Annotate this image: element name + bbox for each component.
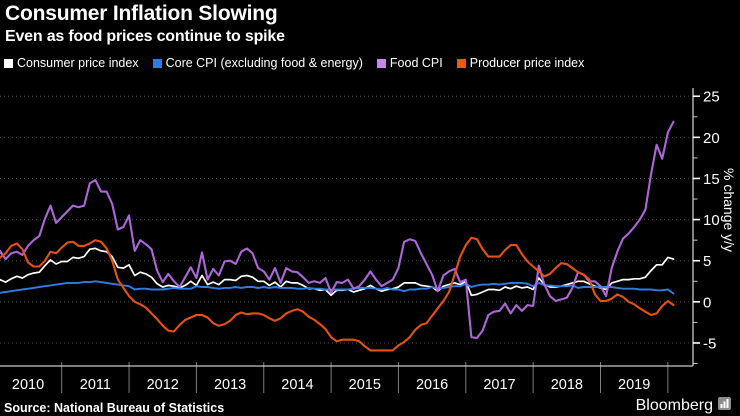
cpi-swatch-icon [4, 58, 13, 68]
y-axis-title: % change y/y [721, 168, 737, 253]
x-tick-label: 2019 [618, 377, 650, 393]
chart-legend: Consumer price index Core CPI (excluding… [4, 56, 584, 70]
y-tick-label: 10 [703, 212, 720, 229]
x-tick-label: 2012 [147, 377, 179, 393]
x-tick-label: 2016 [416, 377, 448, 393]
chart-line-food-cpi [0, 120, 675, 340]
x-tick-label: 2014 [281, 377, 313, 393]
legend-item-ppi: Producer price index [456, 56, 585, 70]
y-tick-label: -5 [703, 335, 716, 352]
bar-chart-icon [718, 396, 732, 415]
legend-item-cpi: Consumer price index [4, 56, 139, 70]
legend-label: Core CPI (excluding food & energy) [165, 56, 363, 70]
y-tick-label: 25 [703, 89, 720, 106]
y-tick-label: 5 [703, 253, 711, 270]
source-note: Source: National Bureau of Statistics [4, 401, 225, 415]
y-tick-label: 20 [703, 130, 720, 147]
chart-line-producer-price-index [0, 236, 675, 352]
core-cpi-swatch-icon [152, 58, 162, 68]
legend-label: Producer price index [469, 56, 585, 70]
x-tick-label: 2013 [214, 377, 246, 393]
y-tick-label: 0 [703, 294, 711, 311]
page-title: Consumer Inflation Slowing [5, 2, 278, 25]
y-tick-label: 15 [703, 171, 720, 188]
legend-item-core-cpi: Core CPI (excluding food & energy) [152, 56, 363, 70]
bloomberg-wordmark: Bloomberg [635, 396, 713, 414]
x-tick-label: 2017 [483, 377, 515, 393]
x-tick-label: 2015 [349, 377, 381, 393]
legend-label: Food CPI [389, 56, 443, 70]
ppi-swatch-icon [456, 58, 466, 68]
x-tick-label: 2010 [12, 377, 44, 393]
x-tick-label: 2011 [80, 377, 111, 393]
legend-label: Consumer price index [17, 56, 139, 70]
legend-item-food-cpi: Food CPI [376, 56, 443, 70]
food-cpi-swatch-icon [376, 58, 386, 68]
page-subtitle: Even as food prices continue to spike [5, 28, 285, 45]
bloomberg-brand: Bloomberg [636, 396, 732, 415]
x-tick-label: 2018 [551, 377, 583, 393]
